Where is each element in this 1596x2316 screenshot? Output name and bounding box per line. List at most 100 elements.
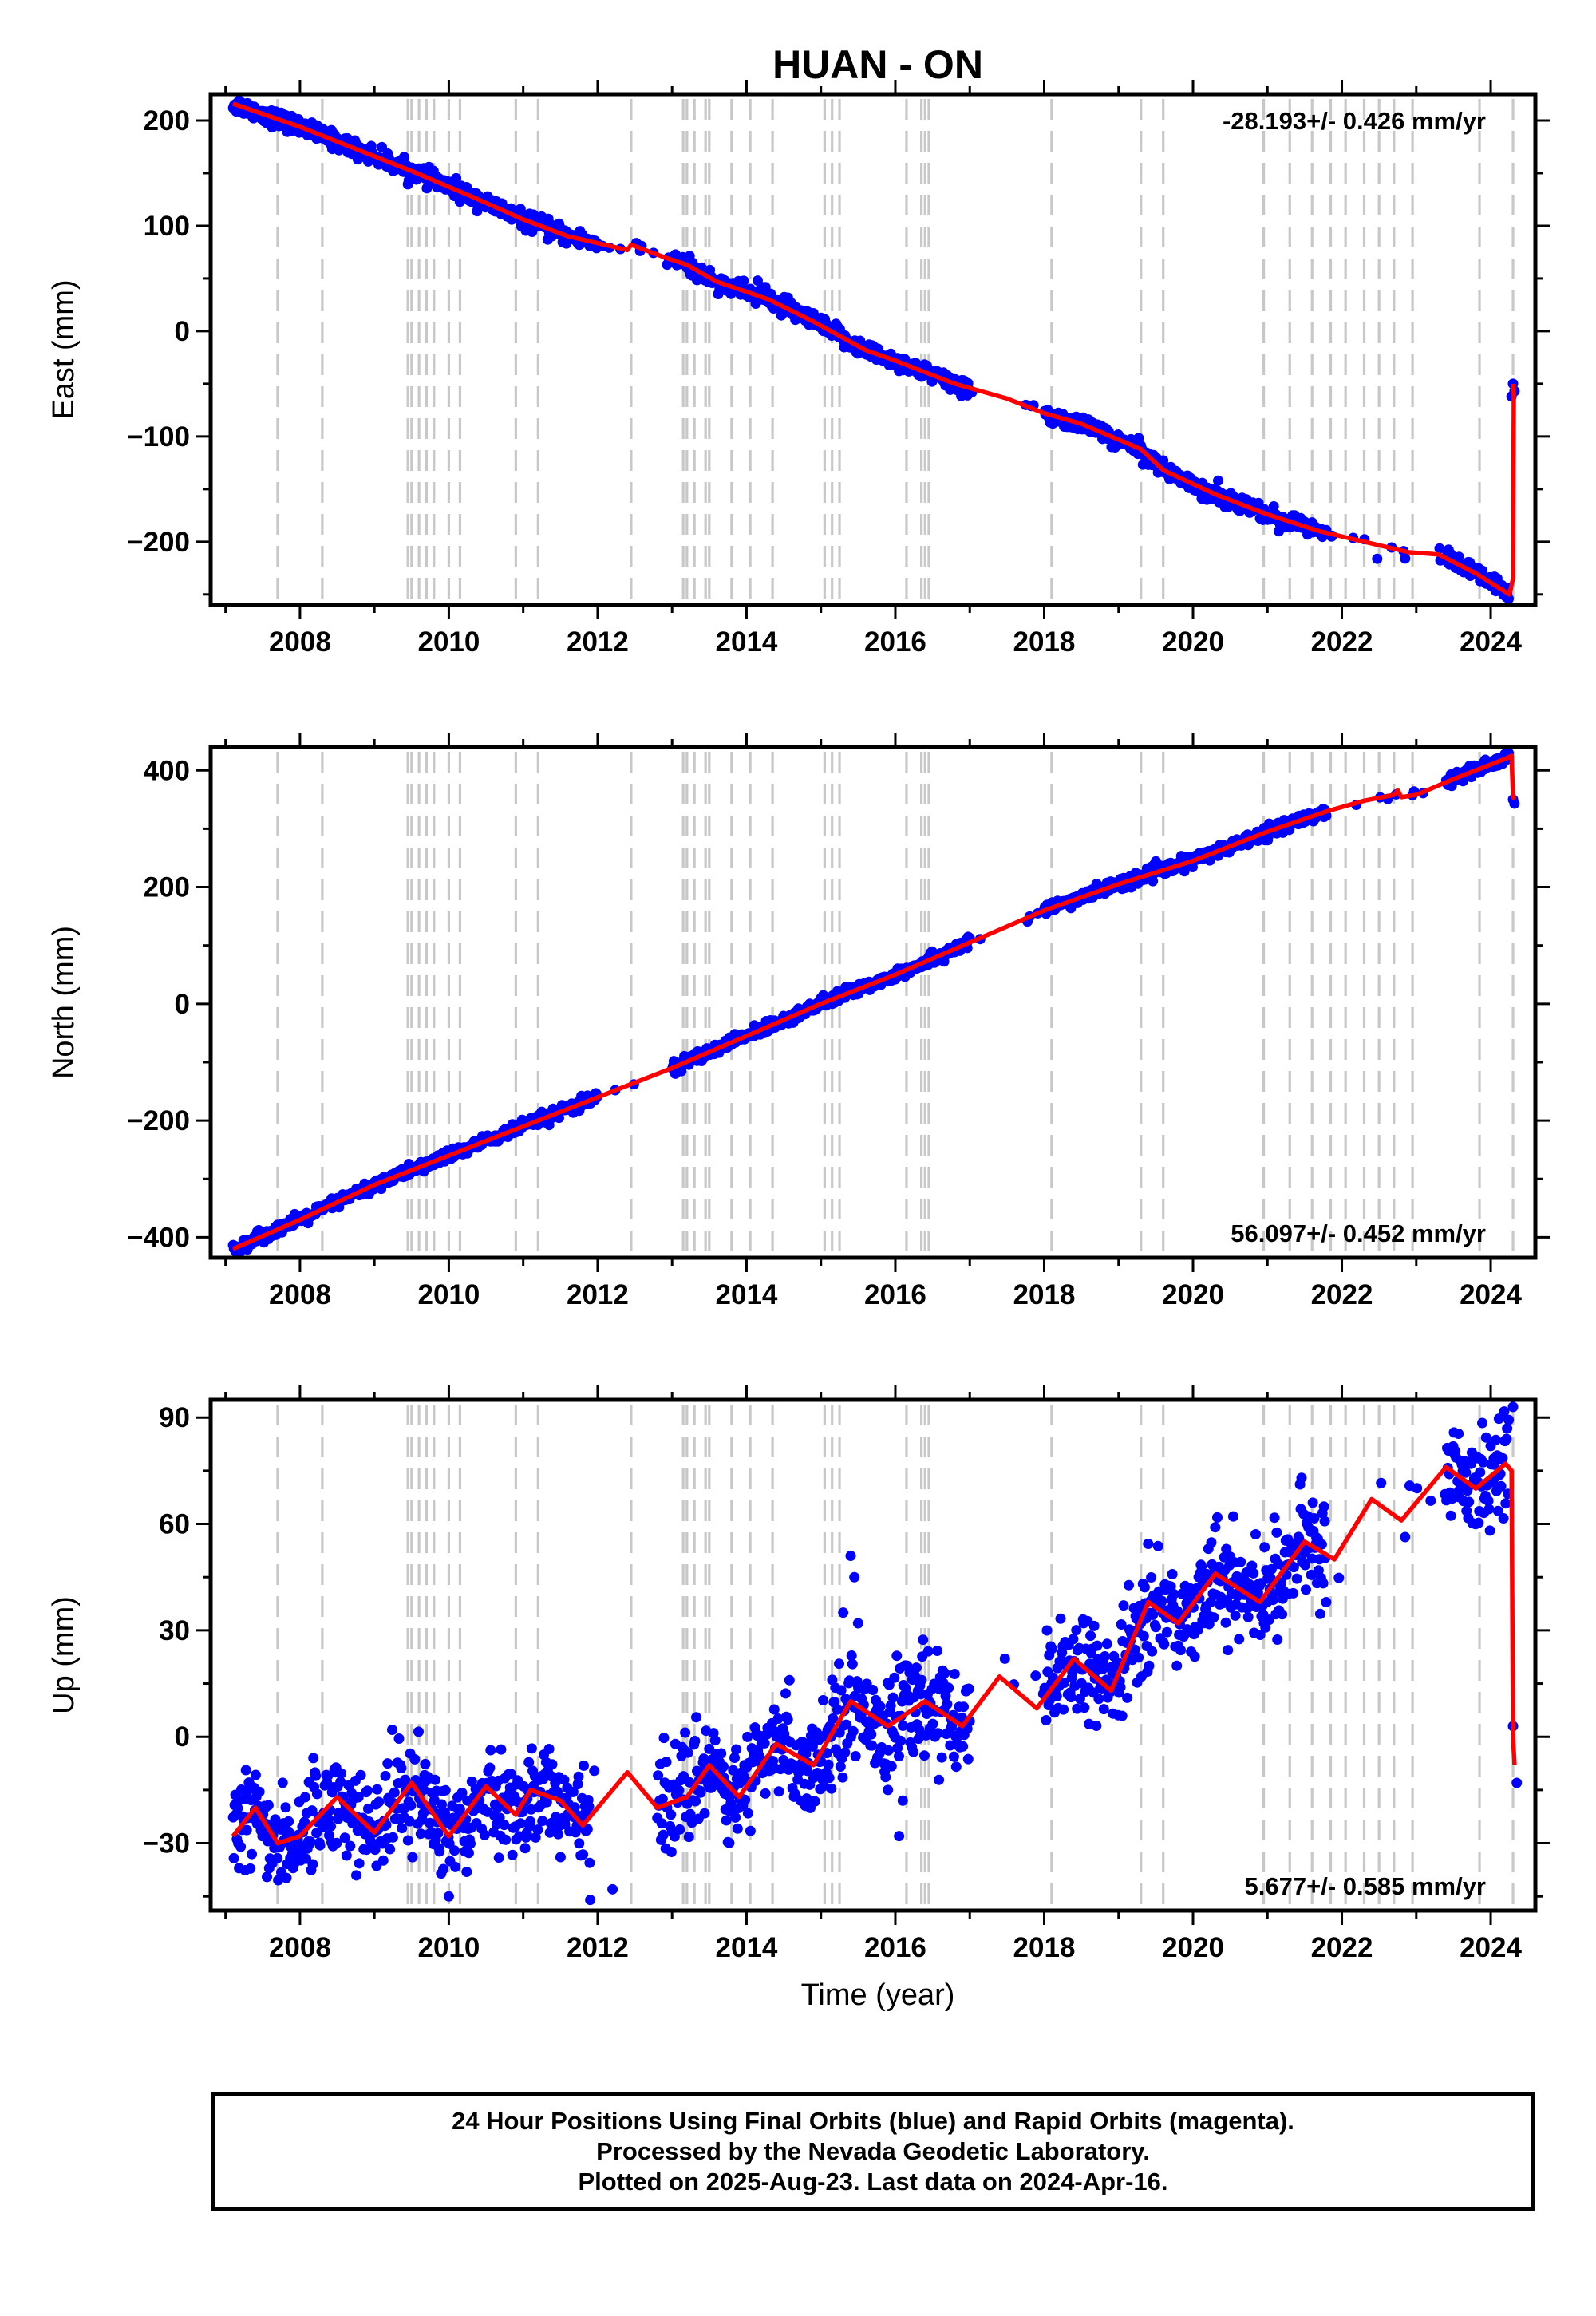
data-point xyxy=(1210,1522,1221,1533)
data-point xyxy=(916,1674,927,1686)
step-lines xyxy=(276,752,1515,1255)
data-point xyxy=(828,1713,839,1724)
x-tick-label: 2020 xyxy=(1162,626,1224,658)
panel-north: 2008 2010 2012 2014 2016 2018 2020 2022 2024 400 2… xyxy=(47,733,1550,1310)
data-point xyxy=(543,1744,555,1754)
data-point xyxy=(847,1658,858,1670)
data-point xyxy=(385,1844,396,1855)
data-point xyxy=(922,1646,934,1657)
data-point xyxy=(1478,1456,1489,1468)
footer-line-3: Plotted on 2025-Aug-23. Last data on 202… xyxy=(578,2168,1168,2195)
data-point xyxy=(690,1796,701,1807)
data-point xyxy=(886,1761,897,1772)
data-point xyxy=(485,1745,496,1756)
data-point xyxy=(1133,1652,1144,1663)
data-point xyxy=(1511,1777,1523,1788)
x-tick-label: 2008 xyxy=(269,1932,331,1963)
data-point xyxy=(963,1683,974,1694)
data-point xyxy=(932,1646,942,1656)
data-point xyxy=(354,1858,365,1869)
data-point xyxy=(1093,1694,1104,1705)
data-point xyxy=(1192,1625,1203,1635)
data-point xyxy=(1489,1459,1500,1470)
data-point xyxy=(699,1808,710,1819)
data-point xyxy=(1139,1582,1150,1593)
data-point xyxy=(479,1829,490,1840)
data-point xyxy=(553,1828,564,1840)
data-point xyxy=(809,1796,820,1807)
data-point xyxy=(1248,1567,1259,1579)
data-point xyxy=(415,1828,426,1840)
data-point xyxy=(1477,1417,1487,1429)
data-point xyxy=(433,1828,444,1839)
data-point xyxy=(254,1786,265,1797)
data-point xyxy=(836,1685,847,1696)
x-tick-label: 2020 xyxy=(1162,1932,1224,1963)
data-point xyxy=(362,1785,373,1796)
data-point xyxy=(680,1727,691,1738)
data-point xyxy=(740,1794,751,1805)
data-point xyxy=(1143,1539,1154,1549)
data-point xyxy=(950,1761,962,1773)
data-point xyxy=(826,1783,837,1794)
footer-line-1: 24 Hour Positions Using Final Orbits (bl… xyxy=(452,2107,1294,2135)
data-point xyxy=(919,1750,930,1761)
data-point xyxy=(1500,1498,1511,1509)
data-point xyxy=(283,1816,294,1827)
data-point xyxy=(943,1682,954,1694)
data-point xyxy=(1412,1483,1423,1494)
data-point xyxy=(949,1669,960,1679)
data-point xyxy=(891,1650,903,1662)
data-point xyxy=(1116,1619,1127,1630)
data-point xyxy=(1101,1638,1112,1650)
data-point xyxy=(666,1847,677,1857)
y-ticks: 90 60 30 0 −30 xyxy=(143,1402,1550,1898)
velocity-rate: -28.193+/- 0.426 mm/yr xyxy=(1223,107,1486,135)
data-point xyxy=(247,1848,257,1860)
data-point xyxy=(519,1843,531,1854)
model-line xyxy=(231,1461,1517,1846)
data-point xyxy=(1098,1704,1109,1715)
data-point xyxy=(305,1836,316,1848)
data-point xyxy=(235,1841,247,1852)
data-point xyxy=(1259,1542,1270,1553)
data-point xyxy=(1156,1595,1167,1607)
data-point xyxy=(1212,1512,1223,1523)
data-point xyxy=(241,1824,252,1836)
data-point xyxy=(1254,1630,1266,1640)
data-point xyxy=(464,1848,474,1859)
data-point xyxy=(695,1787,706,1798)
data-point xyxy=(1498,1513,1509,1524)
data-point xyxy=(1473,1517,1484,1528)
data-point xyxy=(1503,1414,1515,1425)
data-point xyxy=(885,1700,896,1711)
x-tick-label: 2014 xyxy=(716,1279,778,1310)
x-tick-label: 2018 xyxy=(1013,626,1076,658)
data-point xyxy=(1208,1612,1219,1623)
data-point xyxy=(1333,1572,1345,1583)
data-point xyxy=(834,1658,844,1670)
data-point xyxy=(440,1807,450,1818)
data-point xyxy=(299,1816,310,1828)
data-point xyxy=(724,1837,735,1848)
data-point xyxy=(887,1692,899,1703)
data-point xyxy=(579,1760,589,1771)
x-tick-label: 2024 xyxy=(1460,626,1522,658)
y-tick-label: 200 xyxy=(144,872,190,903)
data-point xyxy=(1189,1651,1200,1662)
data-point xyxy=(1497,1452,1508,1464)
data-point xyxy=(1502,1423,1513,1434)
data-point xyxy=(1267,1595,1278,1606)
data-point xyxy=(409,1753,421,1765)
data-point xyxy=(1065,1692,1077,1703)
panel-frame xyxy=(208,92,1538,607)
data-point xyxy=(756,281,767,292)
data-point xyxy=(1175,1645,1186,1656)
data-point xyxy=(716,1748,727,1759)
data-point xyxy=(1058,1704,1069,1715)
data-point xyxy=(1277,1609,1288,1620)
data-point xyxy=(280,1802,291,1813)
velocity-rate: 56.097+/- 0.452 mm/yr xyxy=(1231,1219,1486,1247)
data-point xyxy=(1271,1527,1282,1538)
data-point xyxy=(272,1852,283,1863)
